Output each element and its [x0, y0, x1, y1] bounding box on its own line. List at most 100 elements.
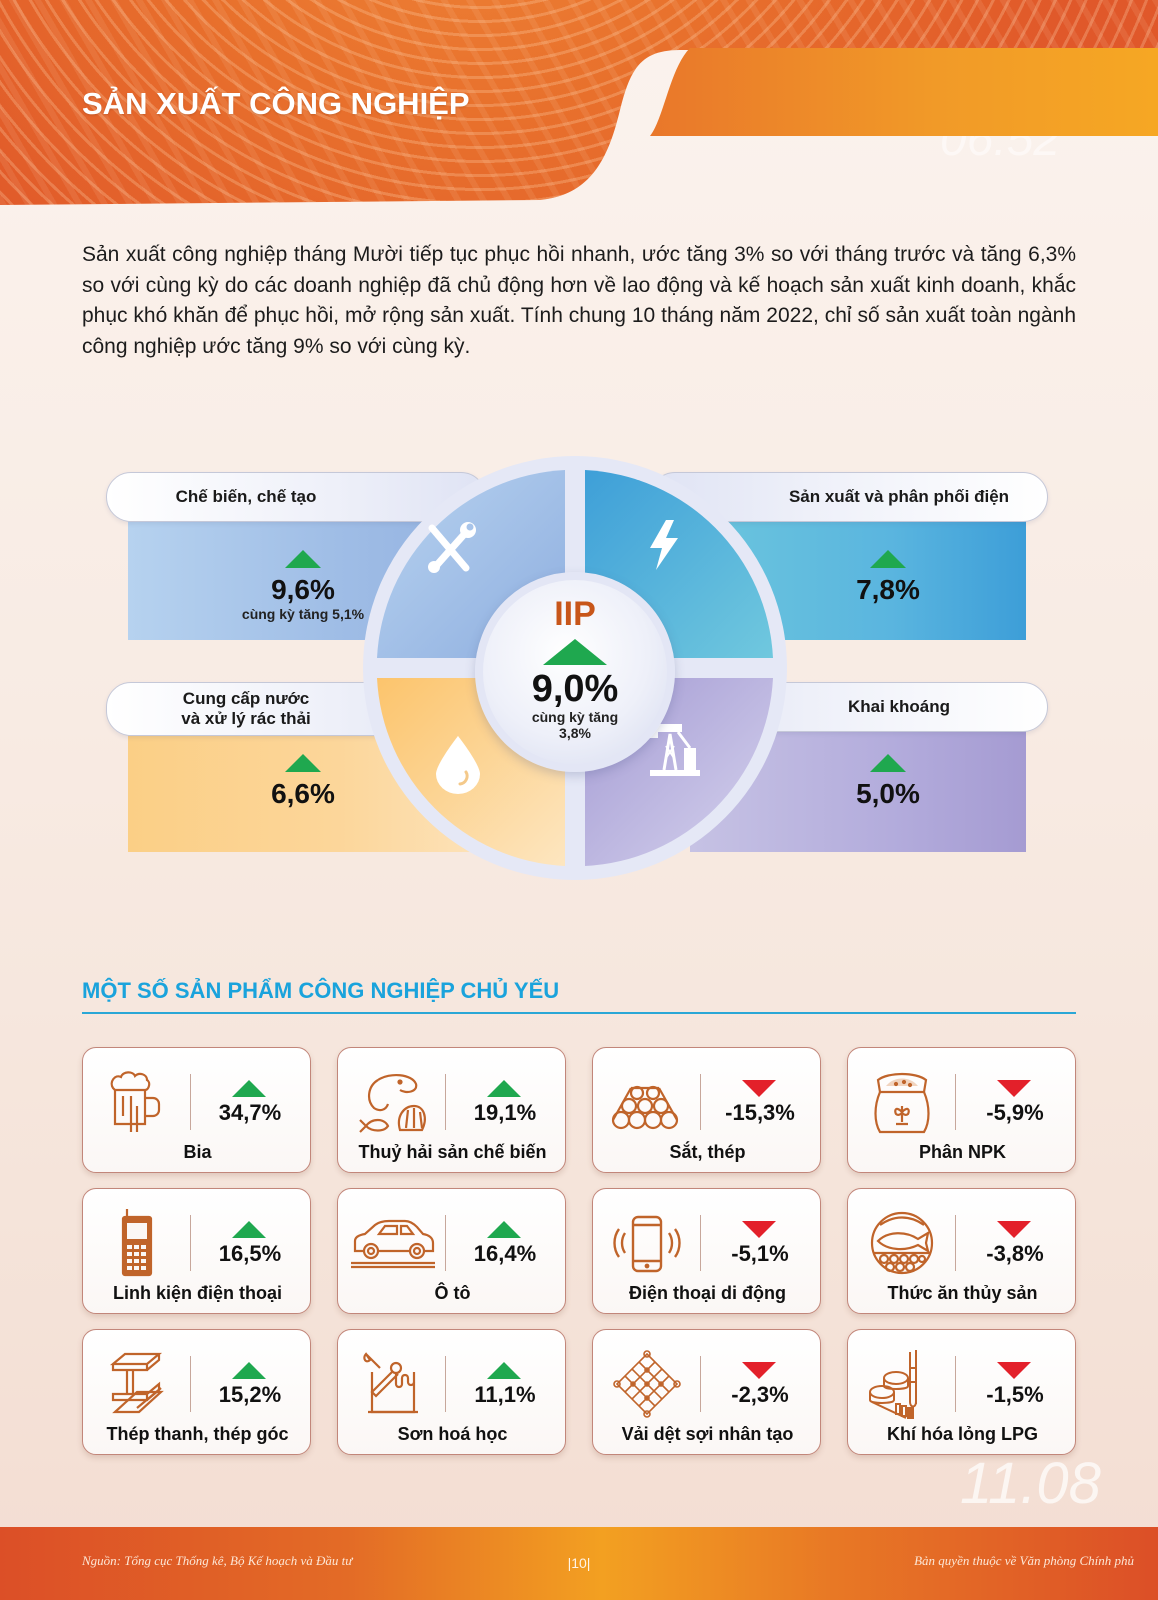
- products-section-title: MỘT SỐ SẢN PHẨM CÔNG NGHIỆP CHỦ YẾU: [82, 978, 560, 1003]
- card-divider: [190, 1356, 191, 1412]
- product-value: 16,5%: [218, 1241, 282, 1266]
- footer-copyright: Bản quyền thuộc về Văn phòng Chính phủ: [914, 1553, 1134, 1568]
- product-card-fabric: -2,3% Vải dệt sợi nhân tạo: [592, 1329, 821, 1455]
- page-footer: Nguồn: Tổng cục Thống kê, Bộ Kế hoạch và…: [0, 1527, 1158, 1600]
- decorative-number: 11.08: [960, 1451, 1101, 1516]
- phone-keypad-icon: [121, 1209, 153, 1277]
- up-arrow-icon: [487, 1221, 521, 1238]
- oil-pump-icon: [650, 724, 700, 776]
- card-divider: [190, 1215, 191, 1271]
- iip-value: 9,0%: [531, 668, 619, 710]
- sector-value: 7,8%: [856, 574, 920, 605]
- product-value: 16,4%: [473, 1241, 537, 1266]
- product-name: Phân NPK: [918, 1142, 1006, 1162]
- product-name: Vải dệt sợi nhân tạo: [621, 1424, 794, 1444]
- card-divider: [955, 1074, 956, 1130]
- up-arrow-icon: [285, 550, 321, 568]
- card-divider: [955, 1215, 956, 1271]
- product-card-paint: 11,1% Sơn hoá học: [337, 1329, 566, 1455]
- sector-sub-value: cùng kỳ tăng 5,1%: [241, 606, 365, 622]
- product-name: Khí hóa lỏng LPG: [887, 1424, 1038, 1444]
- iip-wheel: IIP 9,0% cùng kỳ tăng 3,8%: [360, 440, 790, 880]
- product-name: Sắt, thép: [669, 1142, 746, 1162]
- sector-label-line1: Cung cấp nước: [182, 689, 310, 708]
- card-divider: [700, 1356, 701, 1412]
- iip-hub: IIP 9,0% cùng kỳ tăng 3,8%: [475, 572, 675, 772]
- iip-infographic: 9,6% cùng kỳ tăng 5,1% 7,8% 6,6% 5,0% Ch…: [0, 440, 1158, 880]
- page-title: SẢN XUẤT CÔNG NGHIỆP: [82, 86, 470, 121]
- product-card-npk: -5,9% Phân NPK: [847, 1047, 1076, 1173]
- fertilizer-bag-icon: [874, 1072, 930, 1134]
- up-arrow-icon: [232, 1362, 266, 1379]
- card-divider: [445, 1215, 446, 1271]
- down-arrow-icon: [742, 1362, 776, 1379]
- product-value: 15,2%: [218, 1382, 282, 1407]
- fabric-icon: [613, 1350, 681, 1418]
- card-divider: [700, 1215, 701, 1271]
- up-arrow-icon: [487, 1362, 521, 1379]
- product-value: -2,3%: [731, 1382, 789, 1407]
- card-divider: [445, 1356, 446, 1412]
- sector-label-line2: và xử lý rác thải: [181, 709, 311, 728]
- seafood-icon: [359, 1074, 426, 1133]
- product-name: Linh kiện điện thoại: [112, 1283, 282, 1303]
- iip-sub-line2: 3,8%: [559, 725, 591, 741]
- iip-title: IIP: [554, 595, 596, 633]
- product-name: Thuỷ hải sản chế biến: [358, 1142, 547, 1162]
- product-name: Thép thanh, thép góc: [106, 1424, 289, 1444]
- sector-label: Khai khoáng: [847, 697, 950, 716]
- product-name: Ô tô: [434, 1283, 471, 1303]
- sector-value: 6,6%: [271, 778, 335, 809]
- lightning-icon: [650, 520, 678, 570]
- sector-value: 5,0%: [856, 778, 920, 809]
- steel-beam-icon: [109, 1352, 164, 1414]
- paint-can-icon: [363, 1352, 418, 1414]
- down-arrow-icon: [997, 1221, 1031, 1238]
- down-arrow-icon: [997, 1080, 1031, 1097]
- sector-label: Sản xuất và phân phối điện: [788, 487, 1010, 506]
- sector-label-manufacturing: Chế biến, chế tạo: [106, 472, 486, 522]
- product-card-phone-parts: 16,5% Linh kiện điện thoại: [82, 1188, 311, 1314]
- section-divider: [82, 1012, 1076, 1014]
- up-arrow-icon: [543, 639, 607, 665]
- up-arrow-icon: [870, 754, 906, 772]
- sector-label: Chế biến, chế tạo: [175, 487, 317, 506]
- product-value: 11,1%: [474, 1382, 536, 1407]
- water-drop-icon: [436, 736, 480, 794]
- product-value: -5,9%: [986, 1100, 1044, 1125]
- product-card-mobile: -5,1% Điện thoại di động: [592, 1188, 821, 1314]
- product-value: 34,7%: [218, 1100, 282, 1125]
- card-divider: [955, 1356, 956, 1412]
- down-arrow-icon: [997, 1362, 1031, 1379]
- product-card-seafood: 19,1% Thuỷ hải sản chế biến: [337, 1047, 566, 1173]
- page-number: |10|: [567, 1555, 591, 1571]
- footer-source: Nguồn: Tổng cục Thống kê, Bộ Kế hoạch và…: [82, 1553, 353, 1568]
- up-arrow-icon: [232, 1080, 266, 1097]
- car-icon: [351, 1219, 435, 1269]
- sector-value: 9,6%: [271, 574, 335, 605]
- card-divider: [445, 1074, 446, 1130]
- product-card-beer: 34,7% Bia: [82, 1047, 311, 1173]
- intro-paragraph: Sản xuất công nghiệp tháng Mười tiếp tục…: [82, 243, 1076, 358]
- product-value: -1,5%: [986, 1382, 1044, 1407]
- beer-icon: [110, 1071, 161, 1132]
- product-card-steel: -15,3% Sắt, thép: [592, 1047, 821, 1173]
- up-arrow-icon: [870, 550, 906, 568]
- page-header: SẢN XUẤT CÔNG NGHIỆP: [0, 0, 1158, 205]
- card-divider: [190, 1074, 191, 1130]
- steel-pipes-icon: [611, 1085, 679, 1130]
- product-name: Sơn hoá học: [397, 1424, 508, 1444]
- down-arrow-icon: [742, 1080, 776, 1097]
- header-ribbon: [650, 48, 1158, 136]
- down-arrow-icon: [742, 1221, 776, 1238]
- product-name: Bia: [183, 1142, 212, 1162]
- product-value: -5,1%: [731, 1241, 789, 1266]
- card-divider: [700, 1074, 701, 1130]
- up-arrow-icon: [232, 1221, 266, 1238]
- product-card-steel-beam: 15,2% Thép thanh, thép góc: [82, 1329, 311, 1455]
- iip-sub-line1: cùng kỳ tăng: [531, 709, 619, 725]
- product-value: 19,1%: [473, 1100, 537, 1125]
- up-arrow-icon: [285, 754, 321, 772]
- lpg-plant-icon: [869, 1350, 917, 1419]
- smartphone-icon: [613, 1215, 681, 1273]
